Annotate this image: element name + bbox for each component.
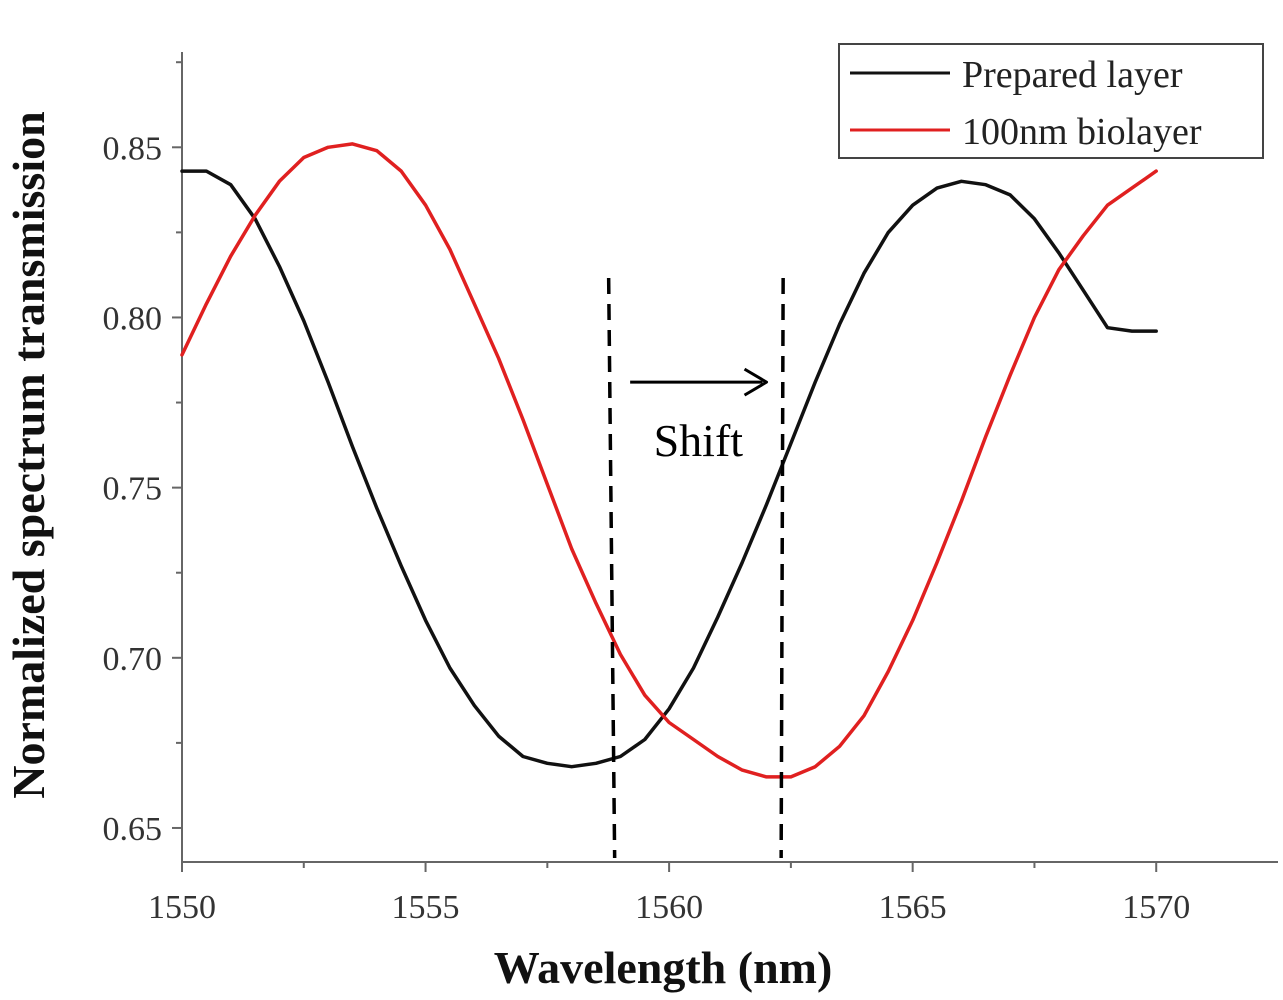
x-tick-label: 1555	[392, 889, 460, 926]
dashed-marker-line	[779, 277, 785, 859]
shift-arrow-head	[743, 367, 769, 397]
y-tick-label: 0.80	[103, 300, 163, 337]
shift-label: Shift	[654, 415, 744, 466]
y-tick-label: 0.75	[103, 471, 163, 508]
y-tick-label: 0.85	[103, 130, 163, 167]
y-tick-label: 0.70	[103, 641, 163, 678]
series-line-prepared-layer	[180, 169, 1158, 769]
y-axis-title: Normalized spectrum transmission	[3, 111, 54, 798]
axes	[181, 52, 1278, 863]
legend: Prepared layer 100nm biolayer	[838, 43, 1264, 159]
dashed-marker-line	[606, 277, 617, 859]
x-tick-label: 1565	[879, 889, 947, 926]
x-tick-label: 1570	[1122, 889, 1190, 926]
ticks: 1550 1555 1560 1565 1570 0.65 0.70 0.75 0.80 0.85	[103, 61, 1190, 926]
legend-box	[838, 43, 1264, 159]
y-tick-label: 0.65	[103, 811, 163, 848]
annotations: Shift	[606, 277, 785, 859]
x-axis-title: Wavelength (nm)	[494, 942, 833, 993]
series-line-100nm-biolayer	[180, 142, 1158, 779]
legend-label-prepared-layer: Prepared layer	[962, 54, 1183, 96]
legend-label-100nm-biolayer: 100nm biolayer	[962, 111, 1202, 153]
x-tick-label: 1560	[635, 889, 703, 926]
series-layer	[180, 142, 1158, 779]
x-tick-label: 1550	[148, 889, 216, 926]
